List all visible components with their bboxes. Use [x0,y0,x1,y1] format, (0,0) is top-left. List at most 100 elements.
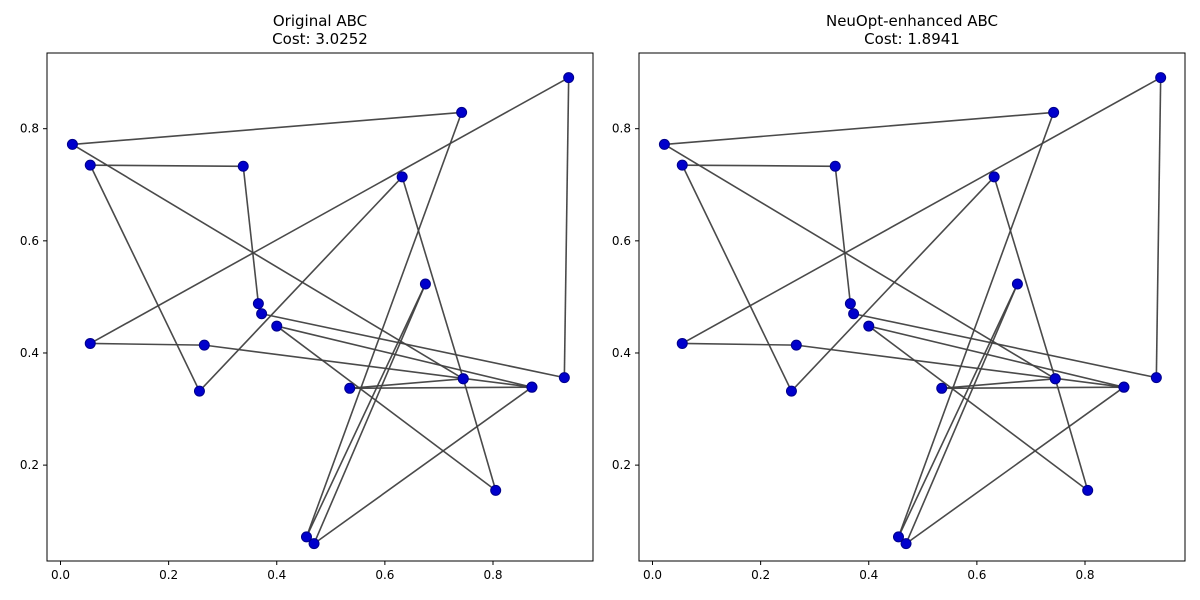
chart-panel-neuopt: NeuOpt-enhanced ABC Cost: 1.8941 0.0 0.2 0… [612,12,1186,582]
route-segment [276,325,497,491]
route-segment [349,386,532,390]
y-tick-label: 0.2 [612,458,631,472]
route-segment [941,386,1124,390]
city-point [1082,484,1094,496]
chart-panel-original: Original ABC Cost: 3.0252 0.0 0.2 0.4 0.6 0.… [20,12,594,582]
y-tick-label: 0.4 [612,346,631,360]
route-segment [993,176,1057,380]
route-segment [897,283,1019,538]
city-point [892,531,904,543]
x-tick-label: 0.0 [51,568,70,582]
y-tick-label: 0.2 [20,458,39,472]
route-segment [853,312,1157,379]
city-point [252,298,264,310]
route-segment [462,378,497,491]
y-tick-label: 0.8 [20,122,39,136]
city-point [1150,372,1162,384]
route-segment [313,283,427,544]
route-segment [71,143,464,380]
route-segment [563,77,570,378]
city-point [271,320,283,332]
city-point [658,138,670,150]
city-point [1118,381,1130,393]
route-segment [72,111,462,146]
plot-area: 0.0 0.2 0.4 0.6 0.8 0.2 0.4 0.6 0.8 [612,52,1186,582]
x-tick-label: 0.4 [859,568,878,582]
city-point [988,171,1000,183]
route-segment [834,166,852,304]
route-segment [681,76,1162,345]
route-segment [276,325,533,388]
route-segment [349,377,464,390]
route-segment [401,176,465,380]
city-point [844,298,856,310]
city-point [490,484,502,496]
chart-title: Original ABC [273,12,367,30]
plot-area: 0.0 0.2 0.4 0.6 0.8 0.2 0.4 0.6 0.8 [20,52,594,582]
city-point [785,385,797,397]
route-segment [897,112,1055,538]
city-point [558,372,570,384]
city-point [863,320,875,332]
route-segment [663,143,1056,380]
chart-subtitle: Cost: 1.8941 [864,30,960,48]
city-point [456,106,468,118]
city-point [526,381,538,393]
route-segment [682,164,836,168]
route-segment [90,342,205,346]
route-segment [941,377,1056,390]
city-point [237,160,249,172]
y-tick-label: 0.4 [20,346,39,360]
city-point [1155,72,1167,84]
city-point [308,538,320,550]
city-point [84,337,96,349]
route-segment [313,386,533,545]
x-tick-label: 0.6 [375,568,394,582]
city-point [790,339,802,351]
route-segment [204,344,533,388]
route-segment [905,386,1125,545]
route-segment [242,166,260,304]
city-point [419,278,431,290]
route-segment [905,283,1019,544]
x-tick-label: 0.2 [159,568,178,582]
route-segment [1155,77,1162,378]
city-point [66,138,78,150]
city-point [848,308,860,320]
route-segment [261,312,565,379]
city-point [344,382,356,394]
route-segment [681,164,793,392]
city-point [900,538,912,550]
route-segment [90,164,244,168]
city-point [1048,106,1060,118]
route-segment [868,325,1089,491]
route-segment [664,111,1054,146]
city-point [396,171,408,183]
axes-frame [46,52,594,562]
x-tick-label: 0.0 [643,568,662,582]
city-point [84,159,96,171]
x-tick-label: 0.2 [751,568,770,582]
city-point [193,385,205,397]
y-tick-label: 0.6 [612,234,631,248]
route-segment [868,325,1125,388]
x-tick-label: 0.8 [1075,568,1094,582]
x-tick-label: 0.8 [483,568,502,582]
route-segment [682,342,797,346]
route-segment [790,176,995,392]
city-point [457,373,469,385]
city-point [1049,373,1061,385]
city-point [1011,278,1023,290]
route-segment [305,112,463,538]
chart-title: NeuOpt-enhanced ABC [826,12,998,30]
city-point [198,339,210,351]
route-segment [89,164,201,392]
x-tick-label: 0.4 [267,568,286,582]
city-point [676,337,688,349]
city-point [300,531,312,543]
city-point [676,159,688,171]
route-segment [305,283,427,538]
axes-frame [638,52,1186,562]
chart-subtitle: Cost: 3.0252 [272,30,368,48]
y-tick-label: 0.6 [20,234,39,248]
